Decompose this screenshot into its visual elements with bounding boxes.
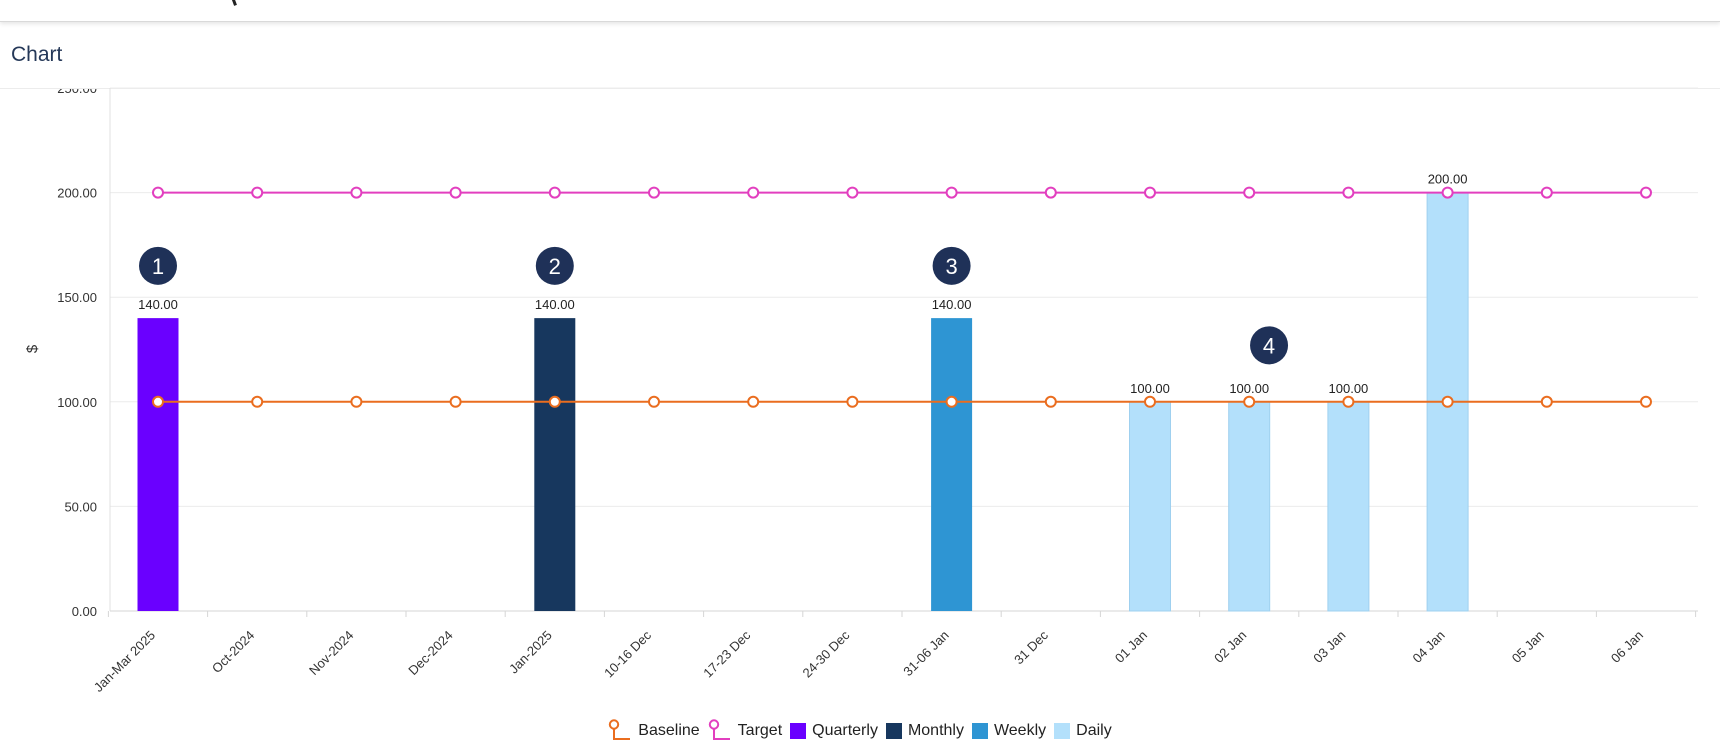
legend-label: Baseline — [638, 722, 700, 739]
y-tick-label: 100.00 — [57, 395, 97, 410]
data-label: 200.00 — [1428, 172, 1468, 187]
point-target-15 — [1640, 186, 1652, 199]
point-target-5 — [648, 186, 660, 199]
point-baseline-0 — [152, 395, 164, 408]
point-baseline-12 — [1342, 395, 1355, 408]
data-label: 100.00 — [1229, 381, 1269, 396]
point-target-6 — [747, 186, 760, 199]
marker-badge-1 — [139, 246, 177, 285]
point-target-14 — [1540, 186, 1553, 199]
bar-daily-12 — [1327, 401, 1370, 612]
legend-label: Target — [737, 722, 783, 739]
marker-badge-4 — [1250, 326, 1289, 365]
bar-daily-11 — [1228, 401, 1271, 612]
point-target-3 — [449, 186, 462, 199]
x-tick-label: Nov-2024 — [306, 628, 356, 678]
legend-daily-swatch — [1054, 723, 1071, 739]
data-label: 100.00 — [1329, 381, 1369, 396]
legend-baseline-icon — [609, 719, 631, 740]
point-baseline-3 — [449, 395, 462, 408]
point-target-11 — [1243, 186, 1256, 199]
point-baseline-9 — [1044, 395, 1057, 408]
point-target-9 — [1044, 186, 1057, 199]
point-target-8 — [945, 186, 958, 199]
data-label: 140.00 — [138, 297, 178, 312]
y-tick-label: 200.00 — [57, 186, 97, 201]
legend-item-weekly[interactable]: Weekly — [971, 722, 1047, 740]
point-baseline-6 — [747, 395, 760, 408]
legend-label: Monthly — [907, 722, 964, 739]
x-tick-label: 02 Jan — [1211, 628, 1249, 666]
marker-badge-label: 4 — [1263, 333, 1275, 358]
legend-label: Quarterly — [812, 722, 878, 739]
legend-item-monthly[interactable]: Monthly — [885, 722, 964, 740]
chart-area: 0.00 50.00 100.00 150.00 200.00 250.00 $140.00… — [24, 81, 1698, 695]
point-target-12 — [1342, 186, 1355, 199]
x-tick-label: 01 Jan — [1112, 628, 1150, 666]
legend-target-icon — [708, 719, 730, 740]
x-tick-label: 06 Jan — [1608, 628, 1646, 666]
point-baseline-14 — [1540, 395, 1553, 408]
x-tick-label: Jan-2025 — [506, 628, 555, 677]
panel-title: Chart — [11, 43, 63, 66]
x-tick-label: 17-23 Dec — [700, 627, 753, 680]
data-label: 140.00 — [535, 297, 575, 312]
legend-label: Weekly — [993, 722, 1047, 739]
x-tick-label: Jan-Mar 2025 — [91, 628, 158, 695]
legend-quarterly-swatch — [790, 723, 807, 739]
bar-quarterly-0 — [137, 318, 179, 611]
x-tick-label: Oct-2024 — [209, 628, 257, 676]
x-tick-label: 10-16 Dec — [601, 627, 654, 680]
data-label: 100.00 — [1130, 381, 1170, 396]
legend-item-daily[interactable]: Daily — [1054, 722, 1112, 740]
y-tick-label: 50.00 — [64, 499, 97, 514]
legend-item-quarterly[interactable]: Quarterly — [790, 722, 878, 740]
legend-weekly-swatch — [971, 723, 988, 739]
point-baseline-4 — [548, 395, 561, 408]
x-tick-label: 31 Dec — [1011, 627, 1051, 667]
x-tick-label: 05 Jan — [1509, 628, 1547, 666]
point-baseline-11 — [1243, 395, 1256, 408]
legend-item-target[interactable]: Target — [708, 719, 782, 743]
bar-monthly-4 — [534, 318, 576, 611]
x-tick-label: 24-30 Dec — [799, 627, 852, 680]
legend-item-baseline[interactable]: Baseline — [608, 719, 700, 743]
legend: Baseline Target Quarterly Monthly Weekly… — [0, 719, 1720, 743]
bar-weekly-8 — [931, 318, 973, 611]
point-baseline-2 — [350, 395, 363, 408]
y-axis-label: $ — [24, 344, 41, 353]
point-baseline-13 — [1441, 395, 1454, 408]
x-tick-label: 03 Jan — [1310, 628, 1348, 666]
point-baseline-15 — [1640, 395, 1652, 408]
point-target-7 — [846, 186, 859, 199]
point-target-13 — [1441, 186, 1454, 199]
marker-badge-3 — [932, 246, 971, 285]
y-tick-label: 0.00 — [72, 604, 97, 619]
legend-label: Daily — [1076, 722, 1112, 739]
marker-badge-label: 1 — [152, 254, 164, 279]
point-baseline-1 — [251, 395, 264, 408]
point-target-0 — [152, 186, 164, 199]
point-target-1 — [251, 186, 264, 199]
data-label: 140.00 — [932, 297, 972, 312]
point-target-4 — [548, 186, 561, 199]
x-tick-label: 31-06 Jan — [900, 628, 951, 679]
legend-monthly-swatch — [885, 723, 902, 739]
y-tick-label: 150.00 — [57, 290, 97, 305]
point-target-2 — [350, 186, 363, 199]
y-tick-label: 250.00 — [57, 81, 97, 96]
point-target-10 — [1144, 186, 1156, 199]
x-tick-label: 04 Jan — [1410, 628, 1448, 666]
x-tick-label: Dec-2024 — [405, 628, 455, 678]
point-baseline-5 — [648, 395, 660, 408]
point-baseline-7 — [846, 395, 859, 408]
bar-daily-10 — [1129, 401, 1171, 612]
marker-badge-label: 3 — [945, 254, 957, 279]
marker-badge-2 — [535, 246, 574, 285]
top-bar — [0, 0, 1720, 22]
point-baseline-8 — [945, 395, 958, 408]
marker-badge-label: 2 — [549, 254, 561, 279]
point-baseline-10 — [1144, 395, 1156, 408]
